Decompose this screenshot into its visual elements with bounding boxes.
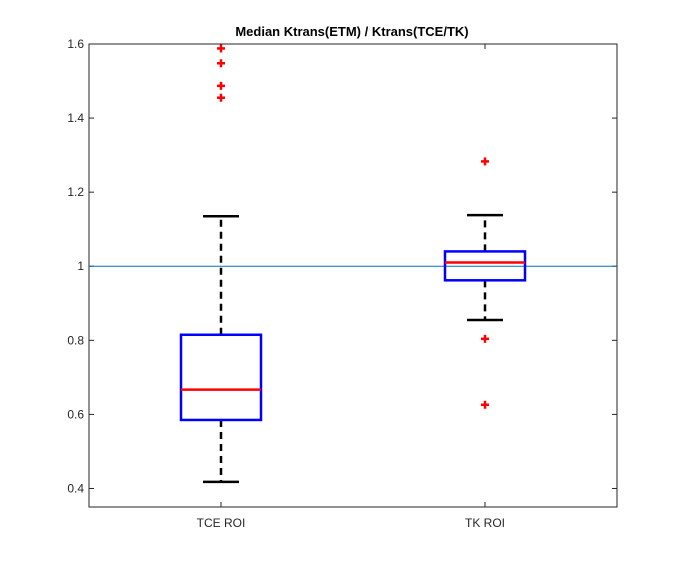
y-tick-label: 0.6 [67, 407, 84, 421]
box-series [179, 44, 527, 484]
x-tick-label: TCE ROI [197, 516, 246, 530]
plot-area [88, 43, 618, 508]
y-tick-label: 1.4 [67, 111, 84, 125]
y-tick-label: 1.2 [67, 185, 84, 199]
iqr-box [179, 333, 263, 422]
y-tick-label: 1 [77, 259, 84, 273]
outlier-marker [481, 334, 489, 343]
y-tick-label: 1.6 [67, 37, 84, 51]
x-tick-label: TK ROI [465, 516, 505, 530]
box-group [179, 44, 263, 484]
outlier-marker [481, 400, 489, 409]
y-tick-label: 0.8 [67, 333, 84, 347]
outlier-marker [217, 44, 225, 53]
x-axis: TCE ROI TK ROI [197, 44, 505, 530]
chart-title: Median Ktrans(ETM) / Ktrans(TCE/TK) [235, 24, 468, 39]
outlier-marker [217, 59, 225, 68]
y-tick-label: 0.4 [67, 481, 84, 495]
outlier-marker [217, 81, 225, 90]
box-group [443, 157, 527, 409]
outlier-marker [217, 93, 225, 102]
iqr-box [443, 250, 527, 282]
outlier-marker [481, 157, 489, 166]
